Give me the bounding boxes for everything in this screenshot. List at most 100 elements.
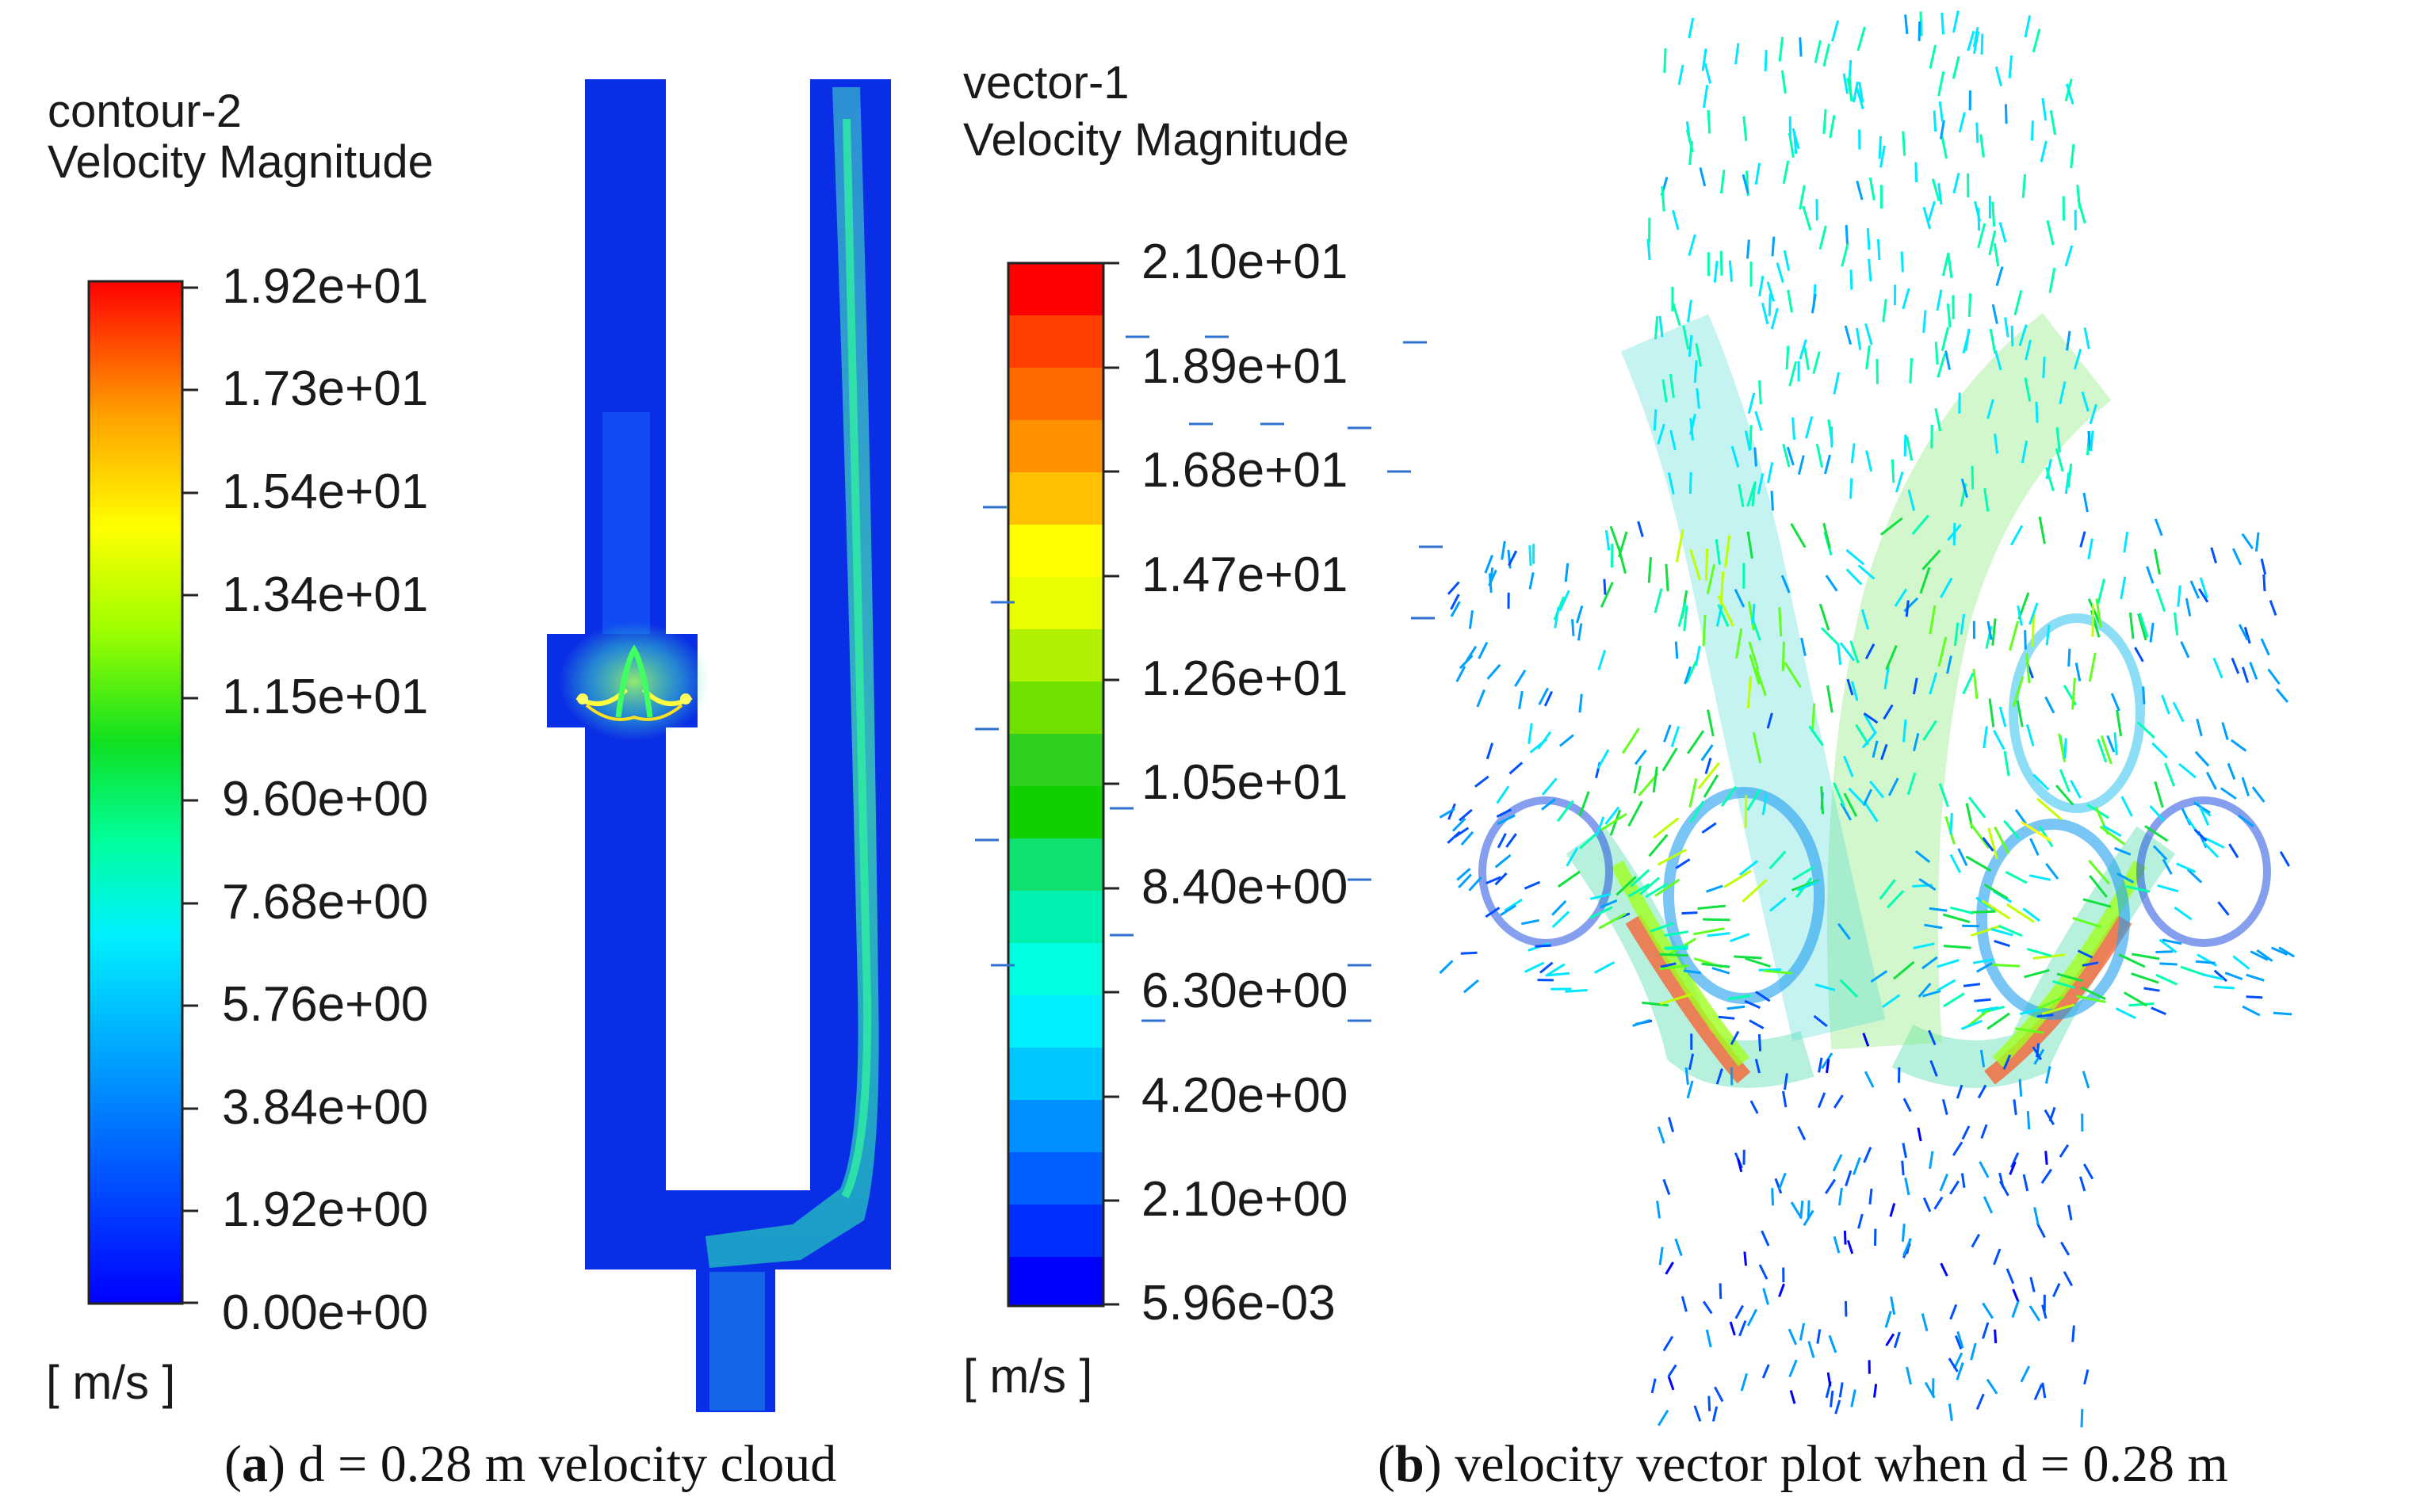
vector-arrow [1696,388,1700,409]
vector-arrow [1990,963,2021,968]
vector-arrow [1928,1029,1937,1046]
vector-arrow [1447,830,1461,844]
vector-tick: 4.20e+00 [1141,1068,1348,1123]
vector-arrow [1882,299,1887,323]
vector-arrow [1952,1141,1963,1156]
vector-arrow [2241,777,2250,796]
vector-arrow [1684,1067,1689,1085]
vector-arrow [1883,666,1890,689]
vector-arrow [1947,254,1953,278]
vector-arrow [1845,224,1849,245]
vector-arrow [1791,865,1814,881]
vector-arrow [1518,690,1524,709]
vector-arrow [1658,1247,1664,1266]
vector-arrow [1642,1001,1669,1007]
vector-arrow [2074,662,2082,682]
vector-arrow [1781,641,1785,671]
vector-arrow [2013,1099,2017,1116]
vector-arrow [1604,806,1620,825]
vector-arrow [1597,649,1607,671]
vector-arrow [1551,911,1570,929]
vector-arrow [1715,1068,1723,1085]
vector-arrow [1998,222,2007,243]
vector-arrow [1974,200,1982,222]
vector-arrow [1799,185,1806,210]
vector-arrow [1494,872,1508,886]
vector-arrow [1797,455,1805,475]
vector-arrow [1921,1313,1929,1332]
vector-arrow [1496,808,1512,818]
vector-arrow [1986,399,1994,419]
vector-arrow [1458,873,1472,889]
vector-unit: [ m/s ] [963,1350,1093,1403]
vector-arrow [1937,183,1943,205]
vector-arrow [2018,1079,2023,1097]
vector-arrow [2116,872,2135,884]
vector-arrow [1662,1335,1674,1352]
vector-arrow [2056,972,2083,983]
vector-arrow [1777,1172,1787,1190]
vector-arrow [1820,627,1839,646]
vector-arrow [1807,1341,1815,1358]
vector-arrow [1754,410,1763,432]
vector-arrow [2116,709,2123,737]
vector-arrow [1947,524,1962,541]
vector-arrow [1697,762,1720,790]
vector-arrow [1921,956,1938,970]
vector-arrow [2246,995,2263,999]
vector-arrow [1948,1357,1959,1373]
vector-arrow [1902,719,1907,743]
vector-arrow [1933,110,1937,132]
contour-tick: 0.00e+00 [222,1285,429,1340]
vector-arrow [1730,1030,1740,1045]
vector-arrow [1535,944,1551,948]
contour-tick: 3.84e+00 [222,1080,429,1135]
vector-arrow [2213,969,2227,983]
vector-arrow [1711,1406,1719,1422]
vector-arrow [1659,953,1688,957]
vector-arrow [1693,360,1698,384]
caption-a-letter: a [241,1435,268,1493]
vector-arrow [1963,983,1981,987]
vector-arrow [2064,78,2073,101]
vector-arrow [2213,985,2235,990]
vector-arrow [1528,572,1535,590]
vector-arrow [1767,462,1774,483]
vector-arrow [2010,1152,2020,1168]
vector-arrow [2162,938,2182,945]
vector-arrow [1821,1052,1833,1070]
vector-arrow [1670,726,1680,747]
vector-arrow [2180,965,2204,976]
vector-arrow [2262,574,2266,592]
vector-arrow [1902,131,1906,156]
vector-arrow [1661,185,1665,212]
vector-arrow [1659,992,1693,1006]
vector-arrow [2195,960,2216,964]
vector-arrow [1913,942,1935,949]
vector-arrow [1763,969,1792,975]
vector-arrow [2080,986,2106,1001]
vector-arrow [2174,612,2179,636]
caption-b-letter: b [1394,1435,1424,1493]
contour-tick: 9.60e+00 [222,772,429,827]
vector-arrow [1979,134,1985,158]
vector-arrow [1547,972,1570,977]
vector-arrow [1864,1071,1875,1088]
vector-arrow [1746,788,1761,811]
vector-arrow [1766,281,1776,302]
vector-arrow [2011,1300,2020,1319]
vector-arrow [2125,885,2151,893]
vector-arrow [2041,1003,2075,1015]
vector-arrow [1998,706,2007,727]
vector-arrow [1862,1033,1870,1047]
vector-arrow [1783,250,1791,272]
vector-arrow [1637,521,1644,537]
vector-arrow [1879,879,1896,900]
contour-unit: [ m/s ] [46,1356,176,1409]
vector-arrow [1717,604,1730,628]
vector-arrow [1917,1127,1922,1142]
vector-arrow [1971,924,2002,937]
vector-tick: 8.40e+00 [1141,860,1348,914]
vector-arrow [1922,206,1932,230]
